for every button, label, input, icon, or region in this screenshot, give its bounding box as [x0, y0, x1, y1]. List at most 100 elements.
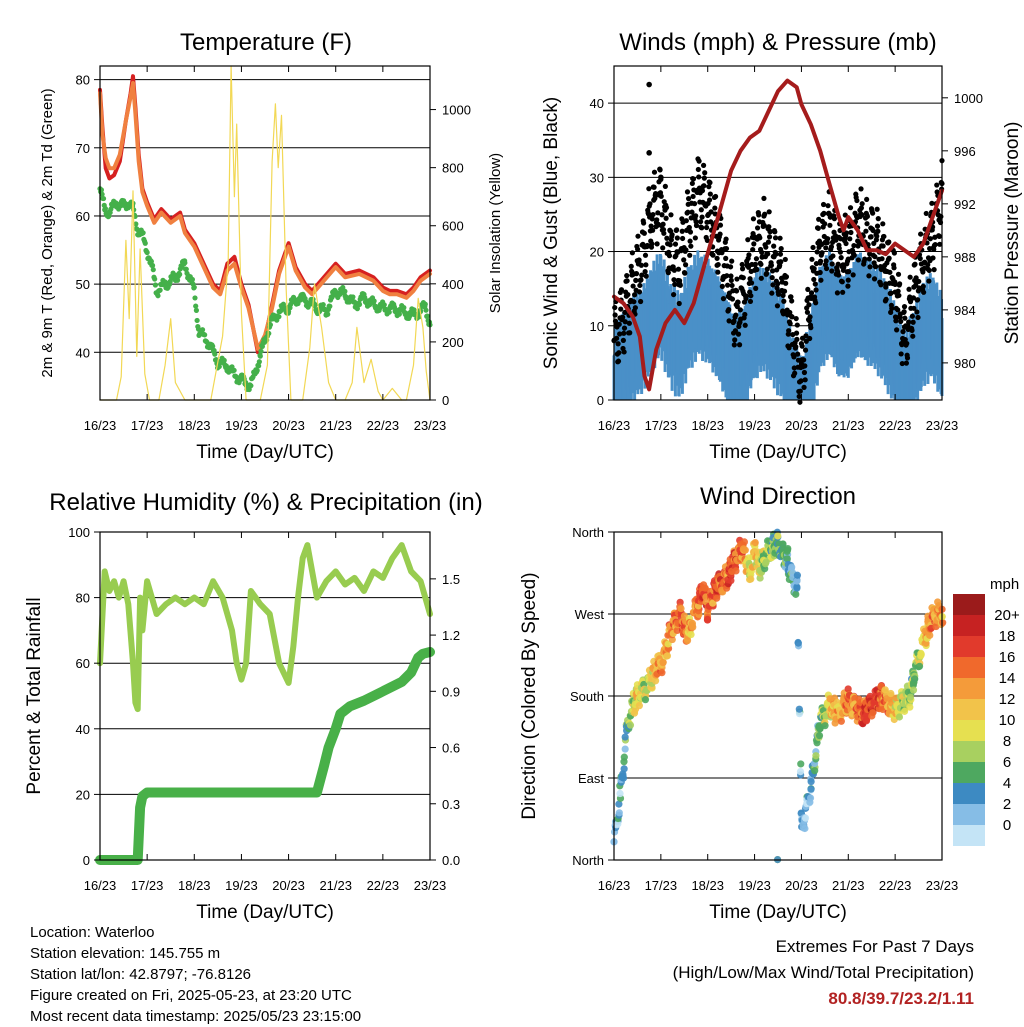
gust-point [648, 223, 654, 229]
chart-1-series-gust-outlier [646, 81, 664, 181]
chart-0-xtick-label: 21/23 [319, 418, 352, 433]
gust-point [891, 265, 897, 271]
chart-1-xtick-label: 23/23 [926, 418, 959, 433]
dewpoint-point [422, 301, 428, 307]
chart-0-xtick-label: 19/23 [225, 418, 258, 433]
gust-point [835, 261, 841, 267]
direction-point [673, 626, 681, 635]
gust-point [695, 166, 701, 173]
colorbar-label: 12 [999, 691, 1016, 708]
gust-point [765, 239, 772, 245]
dewpoint-point [189, 276, 195, 283]
gust-point [615, 341, 621, 347]
gust-point [772, 235, 779, 241]
elevation-text: Station elevation: 145.755 m [30, 945, 221, 962]
gust-point [769, 268, 776, 274]
gust-point [731, 342, 737, 348]
gust-point [666, 253, 673, 259]
gust-point [827, 222, 833, 228]
gust-point [715, 261, 721, 268]
chart-1-ytick-right-label: 984 [954, 303, 976, 318]
dewpoint-point [102, 206, 109, 212]
dewpoint-point [193, 303, 199, 309]
chart-0-ytick-label: 70 [76, 141, 90, 156]
gust-point [624, 278, 630, 284]
gust-point [883, 296, 889, 302]
station-info: Location: Waterloo Station elevation: 14… [30, 922, 361, 1027]
gust-point [663, 215, 669, 221]
extremes-title: Extremes For Past 7 Days [775, 937, 974, 956]
gust-point [622, 319, 628, 325]
gust-point [630, 283, 636, 289]
chart-2-ytick-label: 40 [76, 722, 90, 737]
dewpoint-point [199, 327, 206, 333]
chart-2-xtick-label: 22/23 [367, 878, 400, 893]
direction-point [844, 685, 852, 693]
gust-point [872, 254, 878, 260]
gust-point [821, 210, 827, 216]
extremes-subtitle: (High/Low/Max Wind/Total Precipitation) [672, 963, 974, 982]
gust-point [813, 300, 819, 306]
direction-point [703, 615, 712, 623]
colorbar-swatch [953, 762, 985, 783]
gust-point [879, 256, 885, 262]
gust-point [736, 342, 743, 348]
direction-point [812, 752, 820, 760]
dewpoint-point [100, 195, 107, 202]
gust-point [715, 269, 721, 275]
direction-point [801, 814, 810, 822]
direction-point [677, 604, 685, 613]
gust-point [898, 318, 904, 325]
gust-point [658, 193, 664, 199]
gust-point [819, 250, 825, 256]
gust-point [851, 242, 857, 249]
gust-point [658, 174, 664, 181]
chart-0-xtick-label: 23/23 [414, 418, 447, 433]
gust-point [909, 327, 915, 333]
direction-point [709, 599, 717, 607]
chart-0-ytick-label: 80 [76, 73, 90, 88]
gust-point [901, 304, 908, 310]
dewpoint-point [192, 295, 198, 301]
dewpoint-point [144, 249, 150, 256]
gust-point [823, 245, 829, 251]
gust-point [783, 280, 789, 286]
gust-point [660, 245, 666, 251]
direction-point [807, 785, 815, 793]
gust-point [880, 243, 886, 249]
dewpoint-point [202, 332, 208, 338]
gust-point [934, 182, 940, 188]
direction-point [793, 571, 802, 579]
gust-point [689, 180, 695, 187]
direction-point [740, 538, 748, 546]
gust-point [733, 312, 739, 318]
gust-point [739, 266, 746, 272]
gust-point [733, 288, 740, 294]
chart-2-ylabel: Percent & Total Rainfall [24, 597, 45, 794]
gust-point [927, 236, 933, 242]
dewpoint-point [152, 282, 158, 288]
gust-point [702, 170, 708, 176]
direction-point [732, 567, 740, 575]
gust-point [820, 201, 827, 208]
gust-point [664, 235, 670, 241]
gust-point [932, 241, 938, 248]
chart-0-xlabel: Time (Day/UTC) [196, 442, 334, 463]
gust-point [823, 265, 830, 272]
gust-point [913, 275, 919, 281]
gust-point [895, 271, 902, 277]
direction-point [751, 538, 759, 547]
gust-point [848, 229, 854, 236]
gust-point [864, 221, 870, 227]
gust-point [615, 358, 622, 364]
gust-point [681, 257, 687, 263]
gust-point [735, 331, 742, 337]
direction-point [900, 707, 909, 715]
colorbar-swatch [953, 657, 985, 678]
dewpoint-point [221, 357, 227, 363]
chart-3-xtick-label: 19/23 [738, 878, 771, 893]
gust-point [620, 314, 626, 320]
dewpoint-point [381, 302, 387, 308]
gust-point [889, 305, 895, 311]
gust-point [847, 205, 854, 211]
